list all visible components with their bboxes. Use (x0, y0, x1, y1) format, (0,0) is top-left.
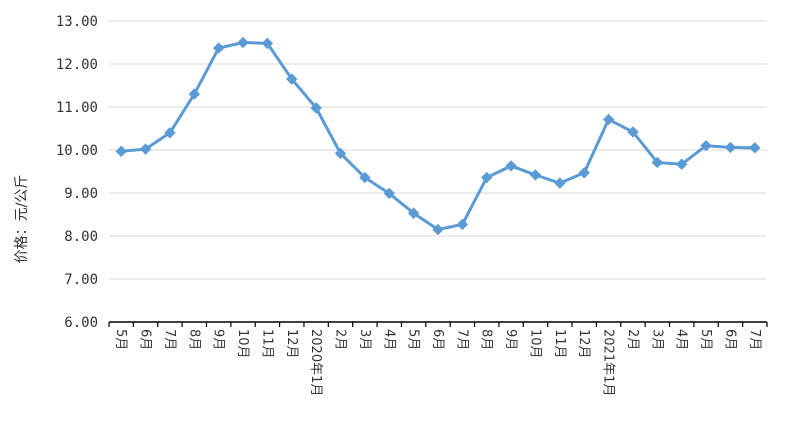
data-point-marker (188, 88, 201, 100)
data-point-marker (675, 158, 688, 170)
x-tick-label: 7月 (454, 329, 469, 350)
data-point-marker (749, 142, 761, 154)
x-tick-label: 2月 (333, 329, 348, 350)
data-point-marker (310, 102, 322, 114)
y-tick-label: 13.00 (56, 14, 98, 30)
axes (108, 321, 768, 327)
x-tick-label: 3月 (649, 329, 664, 350)
x-tick-label: 9月 (211, 329, 226, 350)
data-point-marker (383, 187, 395, 200)
x-tick-label: 2021年1月 (601, 329, 616, 396)
x-tick-label: 5月 (406, 329, 421, 350)
data-point-marker (261, 37, 274, 50)
gridlines (109, 20, 767, 280)
y-tick-label: 6.00 (64, 315, 98, 331)
x-tick-label: 8月 (479, 329, 494, 350)
x-axis-tick-labels: 5月 6月 7月 8月 9月 10月 11月 12月 2020年1月 2月 3月 4月 5月 6月 7月 8月… (113, 329, 762, 396)
data-point-marker (359, 171, 371, 184)
x-tick-label: 12月 (284, 329, 299, 359)
x-tick-label: 6月 (138, 329, 153, 350)
x-tick-label: 11月 (259, 329, 274, 359)
y-axis-title: 价格：元/公斤 (14, 175, 30, 264)
x-tick-label: 6月 (430, 329, 445, 350)
data-point-marker (115, 145, 127, 157)
y-tick-label: 11.00 (56, 100, 98, 116)
series-layer (115, 36, 761, 236)
x-tick-label: 10月 (235, 329, 250, 359)
data-point-marker (724, 141, 737, 154)
data-point-marker (529, 169, 542, 181)
x-tick-label: 7月 (747, 329, 762, 350)
series-line (119, 41, 757, 232)
data-point-marker (407, 207, 420, 219)
x-tick-label: 4月 (674, 329, 689, 350)
x-tick-label: 4月 (381, 329, 396, 350)
y-tick-label: 12.00 (56, 57, 98, 73)
data-point-marker (139, 143, 152, 155)
y-axis-tick-labels: 6.00 7.00 8.00 9.00 10.00 11.00 12.00 13.00 (56, 14, 98, 331)
x-tick-label: 3月 (357, 329, 372, 350)
data-point-marker (334, 147, 347, 160)
y-tick-label: 8.00 (64, 229, 98, 245)
data-point-marker (651, 156, 664, 169)
x-tick-label: 5月 (698, 329, 713, 350)
data-point-marker (578, 167, 590, 179)
x-tick-label: 11月 (552, 329, 567, 359)
data-point-marker (627, 126, 639, 138)
data-point-marker (237, 36, 249, 49)
data-point-marker (456, 218, 469, 231)
data-point-marker (286, 73, 298, 85)
data-point-marker (432, 223, 444, 236)
y-tick-label: 9.00 (64, 186, 98, 202)
x-tick-label: 2月 (625, 329, 640, 350)
data-point-marker (164, 127, 176, 139)
x-tick-label: 5月 (113, 329, 128, 350)
data-point-marker (554, 177, 566, 189)
x-tick-label: 7月 (162, 329, 177, 350)
data-point-marker (481, 171, 493, 184)
x-tick-label: 10月 (527, 329, 542, 359)
data-point-marker (505, 160, 517, 172)
y-tick-label: 7.00 (64, 272, 98, 288)
data-point-marker (602, 113, 615, 126)
data-point-marker (212, 42, 225, 54)
data-point-marker (700, 139, 712, 152)
x-tick-label: 9月 (503, 329, 518, 350)
x-tick-label: 8月 (186, 329, 201, 350)
y-tick-label: 10.00 (56, 143, 98, 159)
x-tick-label: 12月 (576, 329, 591, 359)
x-tick-label: 2020年1月 (308, 329, 323, 396)
x-tick-label: 6月 (722, 329, 737, 350)
